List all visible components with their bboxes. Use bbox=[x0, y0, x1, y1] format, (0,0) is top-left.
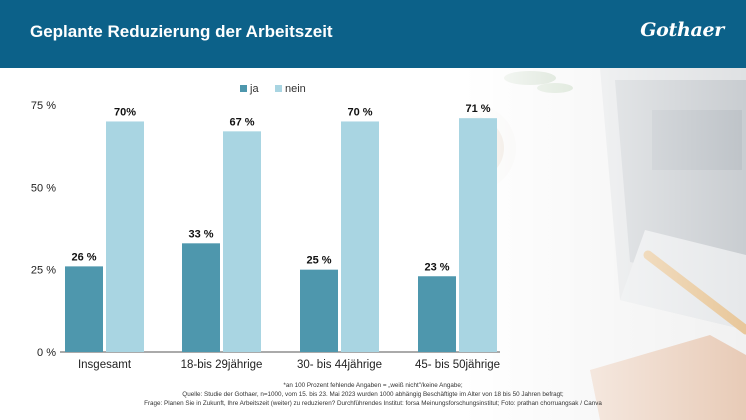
gothaer-logo: Gothaer bbox=[640, 19, 724, 41]
footnotes: *an 100 Prozent fehlende Angaben = „weiß… bbox=[0, 381, 746, 408]
bar-ja bbox=[65, 266, 103, 352]
x-category-label: 45- bis 50jährige bbox=[415, 359, 500, 371]
data-label-ja: 23 % bbox=[424, 261, 449, 273]
y-tick-label: 25 % bbox=[31, 265, 56, 277]
y-tick-label: 75 % bbox=[31, 100, 56, 112]
x-category-label: 18-bis 29jährige bbox=[181, 359, 263, 371]
page-title: Geplante Reduzierung der Arbeitszeit bbox=[30, 22, 333, 41]
y-tick-label: 50 % bbox=[31, 182, 56, 194]
data-label-nein: 70 % bbox=[347, 106, 372, 118]
footnote-source: Quelle: Studie der Gothaer, n=1000, vom … bbox=[182, 391, 564, 398]
data-label-nein: 71 % bbox=[465, 103, 490, 115]
legend-label-ja: ja bbox=[249, 83, 259, 95]
footnote-question: Frage: Planen Sie in Zukunft, Ihre Arbei… bbox=[144, 400, 602, 407]
y-tick-label: 0 % bbox=[37, 347, 56, 359]
header-bar: Geplante Reduzierung der Arbeitszeit Got… bbox=[0, 0, 746, 68]
x-category-label: 30- bis 44jährige bbox=[297, 359, 382, 371]
legend-swatch-nein bbox=[275, 85, 282, 92]
data-label-ja: 26 % bbox=[71, 251, 96, 263]
data-label-ja: 25 % bbox=[306, 255, 331, 267]
data-label-nein: 70% bbox=[114, 106, 136, 118]
footnote-note: *an 100 Prozent fehlende Angaben = „weiß… bbox=[283, 382, 463, 389]
data-label-ja: 33 % bbox=[188, 228, 213, 240]
bar-nein bbox=[341, 121, 379, 352]
data-label-nein: 67 % bbox=[229, 116, 254, 128]
bar-ja bbox=[300, 269, 338, 352]
bar-ja bbox=[182, 243, 220, 352]
legend-label-nein: nein bbox=[285, 83, 306, 95]
bar-chart: ja nein 0 % 25 % 50 % 75 % 26 % 70% 33 % 67 % 25… bbox=[31, 83, 500, 371]
legend-swatch-ja bbox=[240, 85, 247, 92]
bar-nein bbox=[459, 118, 497, 352]
bar-ja bbox=[418, 276, 456, 352]
bar-nein bbox=[223, 131, 261, 352]
bar-nein bbox=[106, 121, 144, 352]
chart-legend: ja nein bbox=[240, 83, 306, 95]
x-category-label: Insgesamt bbox=[78, 359, 132, 371]
